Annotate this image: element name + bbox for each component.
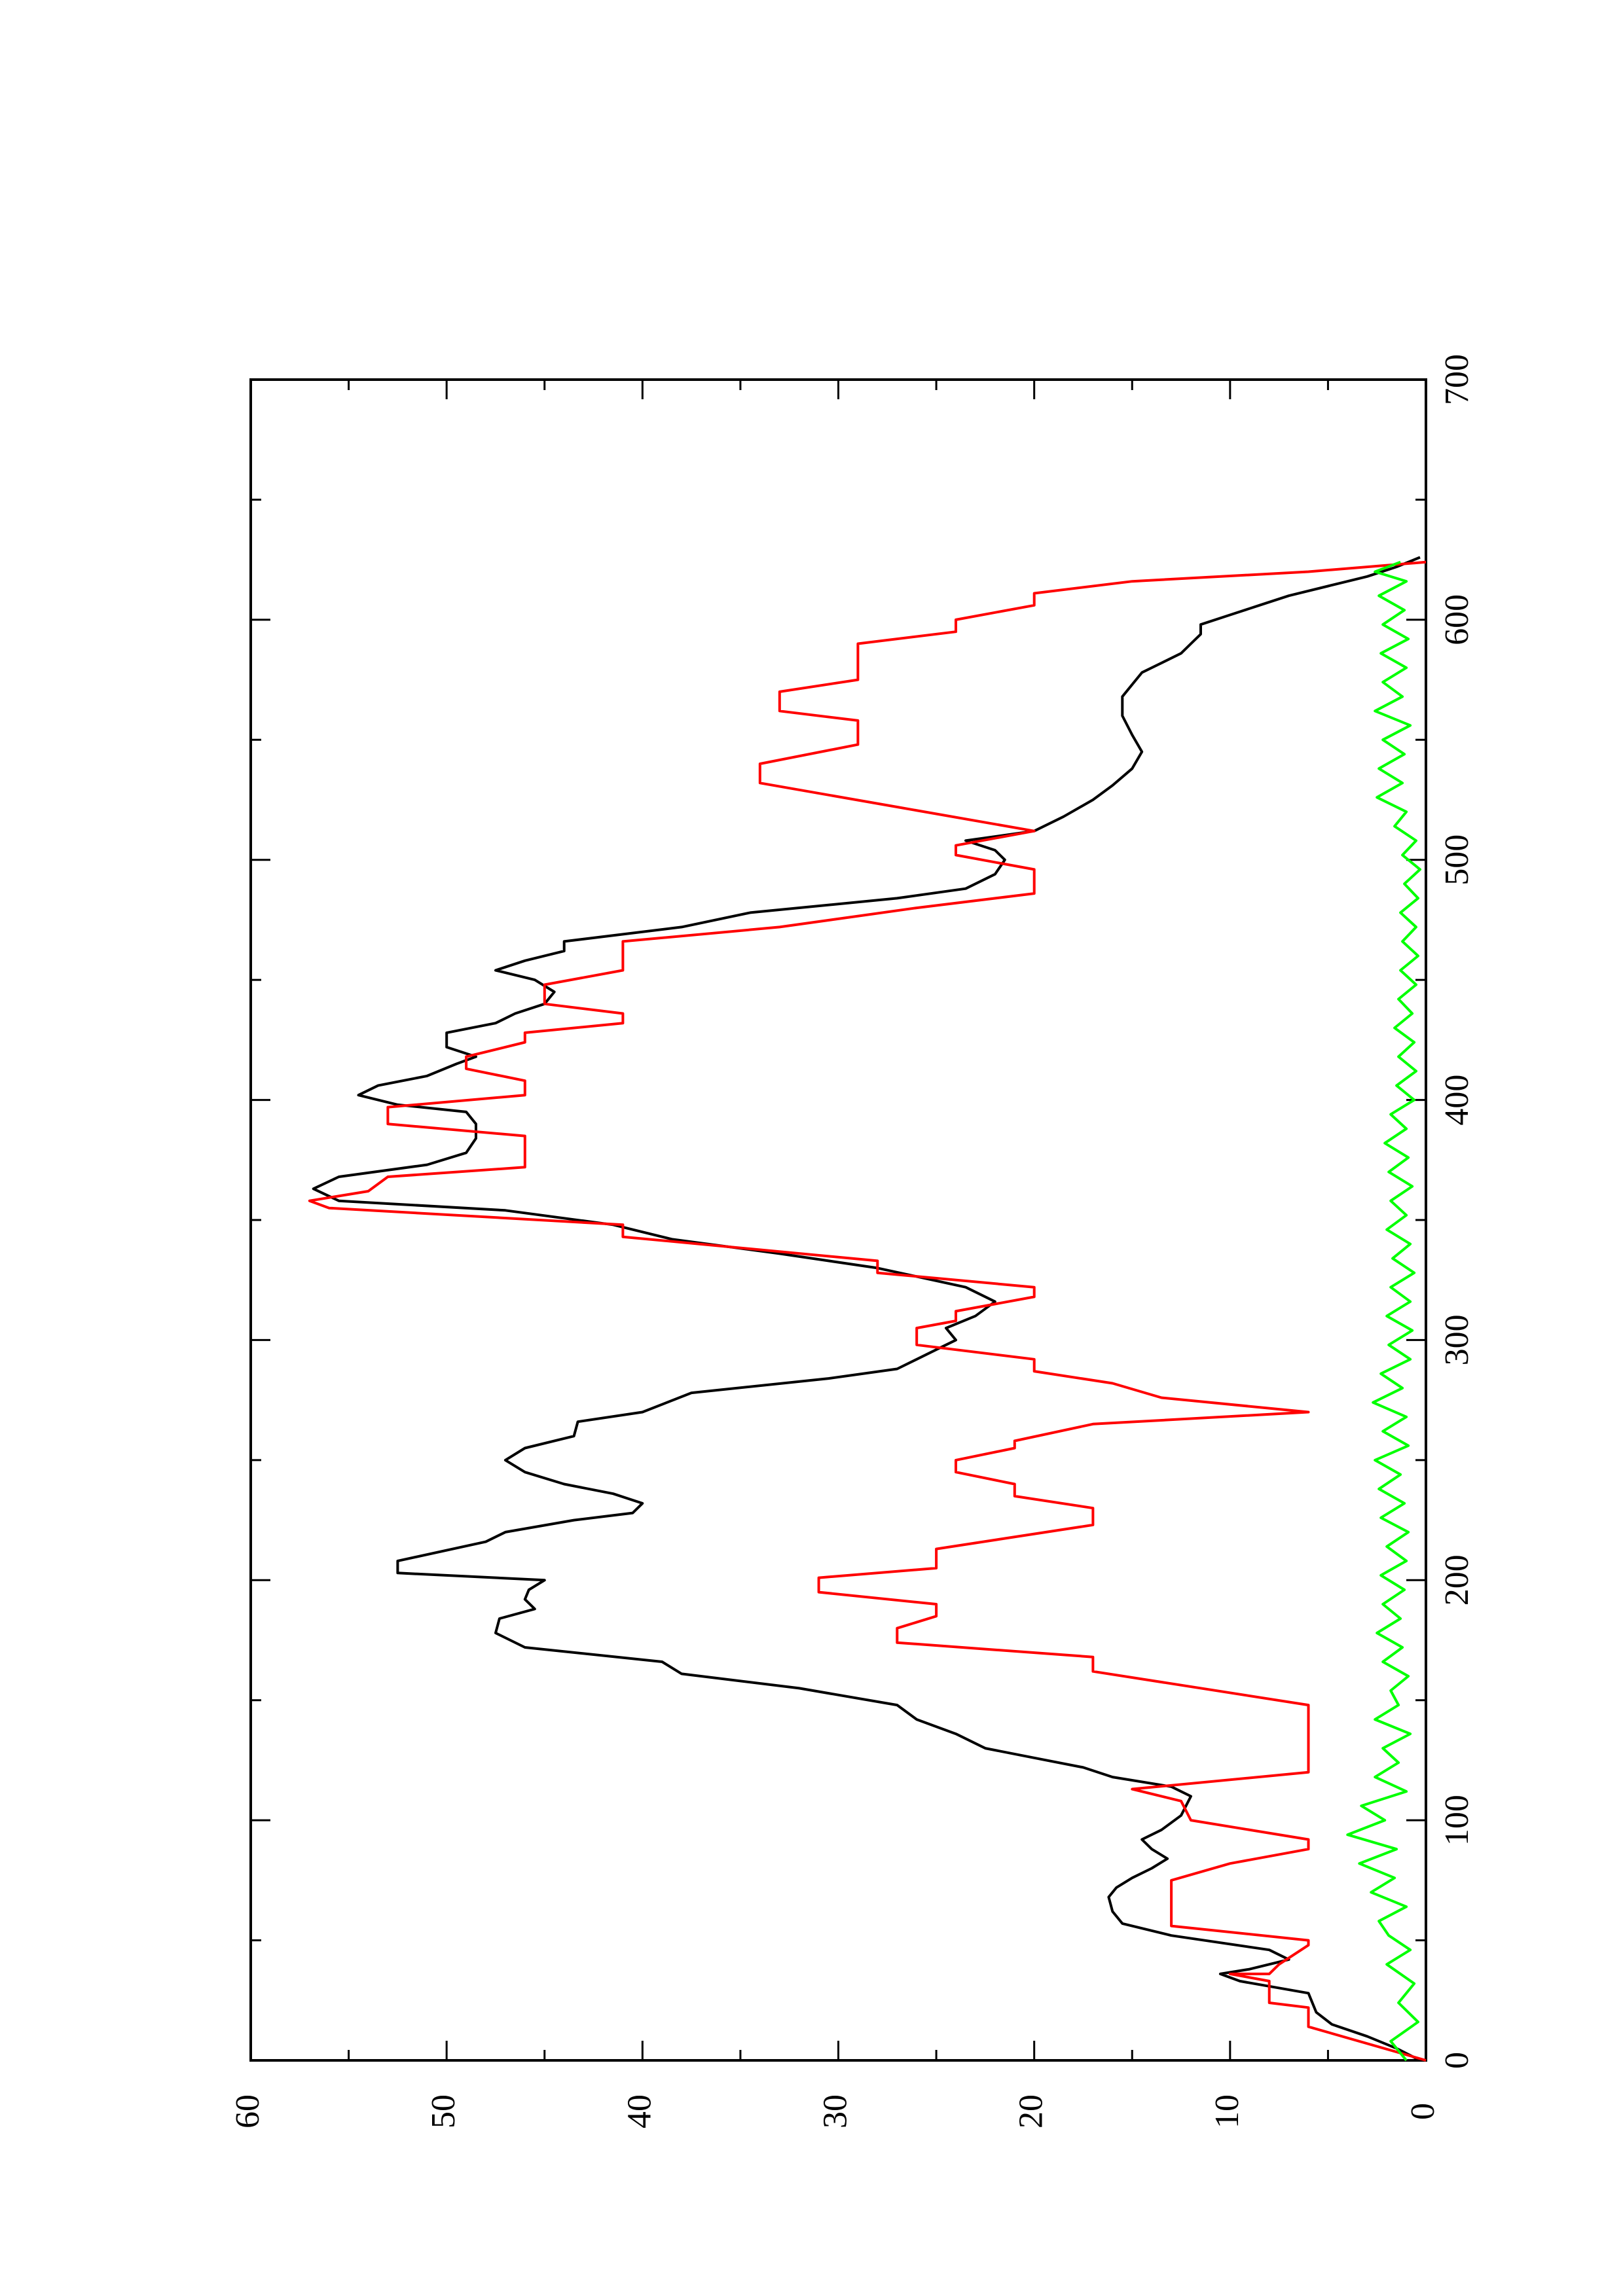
x-tick-label: 300: [1438, 1314, 1476, 1365]
series-line-3: [1346, 560, 1421, 2062]
x-tick-label: 700: [1438, 354, 1476, 405]
y-tick-label: 40: [621, 2094, 658, 2128]
x-tick-label: 200: [1438, 1554, 1476, 1605]
y-tick-label: 0: [1404, 2103, 1442, 2120]
x-tick-label: 600: [1438, 594, 1476, 645]
x-tick-label: 500: [1438, 834, 1476, 886]
x-tick-label: 100: [1438, 1795, 1476, 1846]
axis-tick-labels: 0 100 200 300 400 500 600 700 0 10 20 30 40 50 60: [229, 354, 1476, 2128]
axis-ticks: [249, 378, 1427, 2062]
y-tick-label: 50: [425, 2094, 462, 2128]
x-tick-label: 0: [1438, 2052, 1476, 2069]
series-lines: [308, 556, 1427, 2062]
y-tick-label: 20: [1013, 2094, 1050, 2128]
series-line-2: [308, 560, 1427, 2062]
plot-frame: [249, 378, 1427, 2062]
y-tick-label: 60: [229, 2094, 266, 2128]
y-tick-label: 30: [816, 2094, 854, 2128]
series-line-1: [312, 556, 1421, 2062]
y-tick-label: 10: [1209, 2094, 1246, 2128]
x-tick-label: 400: [1438, 1075, 1476, 1126]
